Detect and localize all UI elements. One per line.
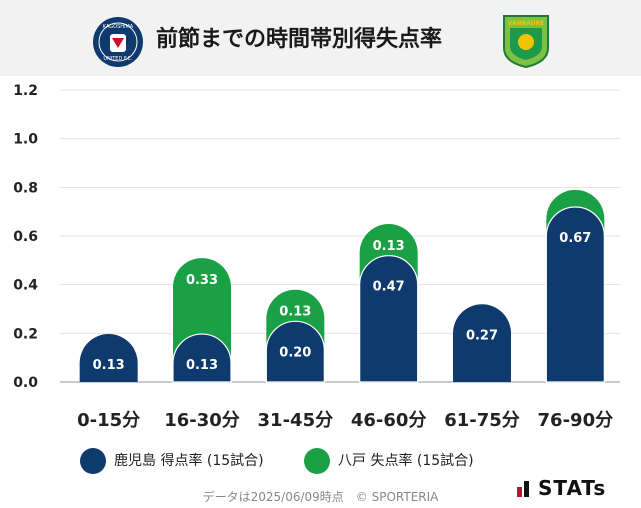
y-tick-label: 0.8 [13,180,38,196]
stats-bars-icon [517,481,529,497]
legend-home-swatch [80,448,106,474]
data-label-home: 0.13 [186,358,218,373]
data-date-note: データは2025/06/09時点 © SPORTERIA [202,490,439,504]
y-tick-label: 0.2 [13,326,38,342]
x-tick-label: 0-15分 [77,410,140,431]
chart-area: 0.0 0.2 0.4 0.6 0.8 1.0 1.2 0.13 0-15分 0.13 0.33 16… [13,83,620,431]
away-team-logo: VANRAURE [503,15,549,68]
home-team-logo: KAGOSHIMA UNITED F.C. [93,17,143,67]
bar-home [79,334,138,382]
bar-home [265,320,325,383]
data-label-home: 0.20 [279,345,311,360]
chart-title: 前節までの時間帯別得失点率 [156,27,443,52]
y-tick-label: 0.4 [13,278,38,294]
bar-home [172,333,232,383]
legend-away-label: 八戸 失点率 (15試合) [338,453,474,469]
data-label-home: 0.27 [466,328,498,343]
stats-brand-text: STATs [538,476,607,500]
y-tick-label: 1.2 [13,83,38,99]
data-label-home: 0.47 [373,280,405,295]
bar-home [359,255,419,383]
data-label-away: 0.13 [373,239,405,254]
data-label-away: 0.13 [279,305,311,320]
svg-text:KAGOSHIMA: KAGOSHIMA [103,24,134,30]
y-tick-label: 0.0 [13,375,38,391]
x-tick-label: 46-60分 [351,410,427,431]
x-tick-label: 16-30分 [164,410,240,431]
data-label-home: 0.67 [559,231,591,246]
y-tick-label: 1.0 [13,132,38,148]
stats-brand: STATs [516,476,634,500]
bar-home [545,206,605,383]
chart-header: KAGOSHIMA UNITED F.C. 前節までの時間帯別得失点率 VANR… [0,0,641,76]
y-tick-label: 0.6 [13,229,38,245]
x-tick-label: 61-75分 [444,410,520,431]
data-label-away: 0.33 [186,273,218,288]
x-tick-label: 76-90分 [538,410,614,431]
svg-text:UNITED F.C.: UNITED F.C. [103,56,133,62]
x-tick-label: 31-45分 [258,410,334,431]
legend-home-label: 鹿児島 得点率 (15試合) [114,453,264,469]
data-label-home: 0.13 [93,358,125,373]
svg-text:VANRAURE: VANRAURE [508,20,545,27]
legend-away-swatch [304,448,330,474]
bar-home [453,304,511,382]
